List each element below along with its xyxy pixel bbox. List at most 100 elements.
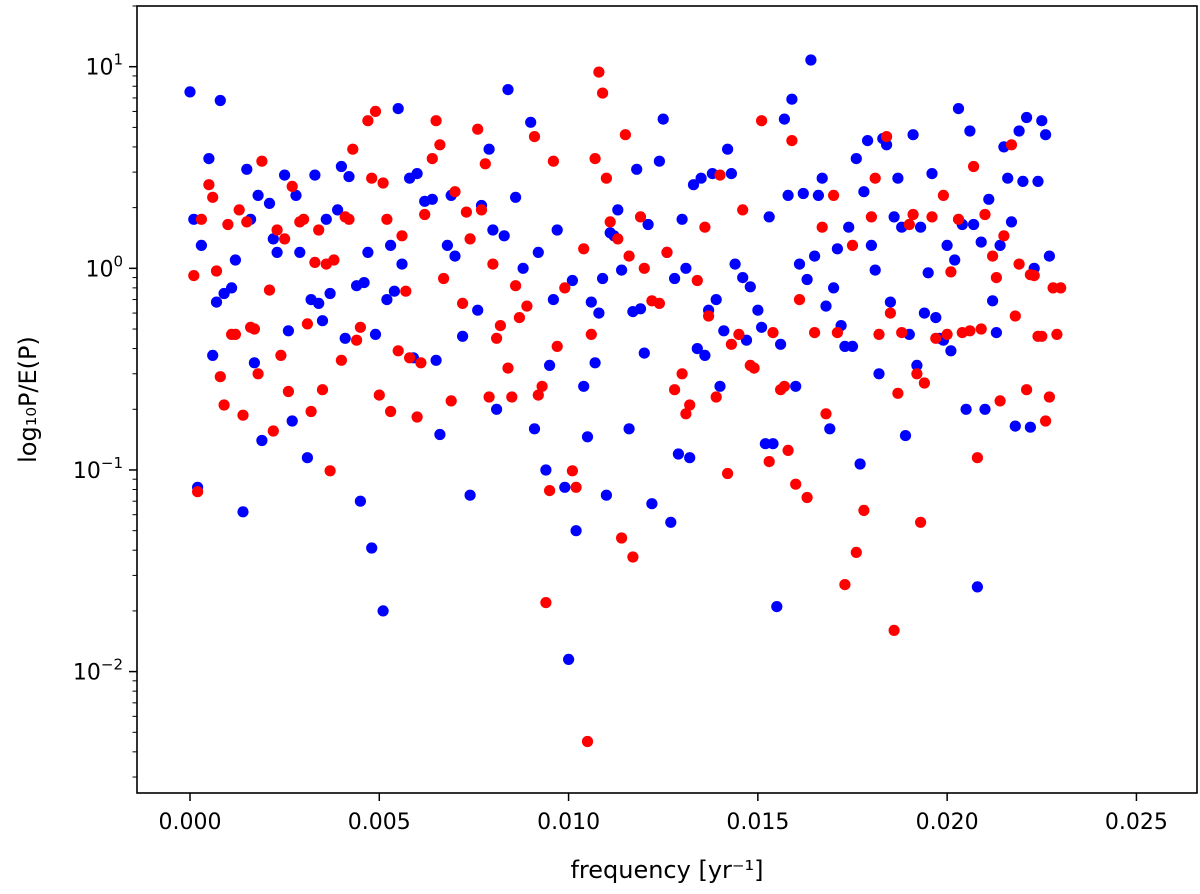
data-point	[475, 204, 488, 216]
data-point	[952, 213, 965, 225]
data-point	[263, 197, 276, 209]
data-point	[396, 230, 408, 242]
data-point	[377, 605, 389, 617]
data-point	[532, 246, 544, 258]
data-point	[547, 155, 560, 167]
data-point	[831, 243, 844, 255]
data-point	[551, 224, 563, 236]
data-point	[653, 155, 666, 167]
data-point	[434, 139, 446, 151]
data-point	[740, 334, 753, 346]
y-tick-label: 101	[85, 51, 123, 81]
data-point	[926, 168, 938, 180]
data-point	[226, 282, 238, 294]
data-point	[722, 143, 734, 155]
data-point	[339, 332, 351, 344]
data-point	[593, 307, 605, 319]
data-point	[449, 250, 461, 262]
data-point	[623, 250, 635, 262]
data-point	[714, 380, 726, 392]
data-point	[551, 340, 563, 352]
data-point	[676, 368, 688, 380]
data-point	[994, 395, 1006, 407]
data-point	[464, 233, 476, 245]
data-point	[305, 405, 317, 418]
data-point	[729, 258, 741, 270]
y-axis-label: log₁₀P/E(P)	[14, 336, 42, 463]
data-point	[869, 172, 881, 184]
data-point	[1051, 328, 1063, 340]
data-point	[616, 532, 628, 544]
data-point	[358, 277, 370, 289]
data-point	[786, 135, 798, 147]
data-point	[506, 391, 518, 403]
data-point	[949, 254, 961, 266]
data-point	[680, 408, 692, 420]
data-point	[634, 211, 647, 223]
data-point	[638, 347, 650, 359]
data-point	[1040, 415, 1052, 427]
data-point	[604, 216, 616, 228]
data-point	[195, 239, 207, 251]
data-point	[710, 294, 722, 306]
data-point	[487, 224, 499, 236]
data-point	[684, 399, 696, 411]
data-point	[354, 495, 366, 507]
data-point	[631, 163, 643, 175]
data-point	[911, 368, 923, 380]
data-point	[801, 273, 813, 286]
data-point	[952, 103, 965, 115]
data-point	[672, 448, 685, 460]
data-point	[756, 115, 768, 127]
data-point	[267, 233, 279, 245]
data-point	[203, 179, 215, 191]
data-point	[415, 357, 427, 369]
data-point	[820, 300, 832, 312]
data-point	[536, 380, 548, 392]
data-point	[805, 54, 817, 66]
data-point	[669, 384, 681, 396]
data-point	[271, 246, 283, 258]
data-point	[797, 187, 809, 200]
data-point	[1021, 111, 1033, 124]
data-point	[362, 115, 374, 127]
data-point	[661, 246, 673, 258]
data-point	[968, 218, 980, 231]
data-point	[839, 579, 851, 591]
data-point	[975, 236, 987, 248]
data-point	[915, 221, 927, 233]
data-point	[559, 481, 571, 493]
data-point	[252, 368, 264, 380]
data-point	[282, 385, 294, 398]
data-point	[782, 444, 794, 456]
data-point	[528, 423, 541, 435]
x-tick-label: 0.015	[726, 810, 789, 835]
data-point	[767, 327, 779, 339]
data-point	[517, 262, 529, 274]
data-point	[430, 115, 442, 127]
data-point	[994, 239, 1006, 251]
data-point	[464, 489, 476, 501]
data-point	[1021, 384, 1033, 396]
x-tick-label: 0.020	[916, 810, 979, 835]
data-point	[207, 191, 219, 203]
data-point	[812, 189, 825, 201]
data-point	[680, 262, 692, 274]
data-point	[570, 525, 582, 537]
data-point	[210, 265, 223, 277]
data-point	[381, 213, 393, 225]
data-point	[294, 246, 306, 258]
data-point	[309, 169, 321, 181]
data-point	[748, 362, 760, 374]
data-point	[301, 318, 313, 330]
data-point	[669, 272, 681, 285]
data-point	[718, 325, 730, 337]
data-point	[922, 267, 934, 279]
data-point	[229, 328, 241, 340]
data-point	[233, 204, 245, 216]
data-point	[566, 274, 579, 287]
data-point	[248, 323, 260, 335]
data-point	[513, 312, 526, 324]
data-point	[279, 233, 291, 245]
data-point	[737, 272, 749, 284]
